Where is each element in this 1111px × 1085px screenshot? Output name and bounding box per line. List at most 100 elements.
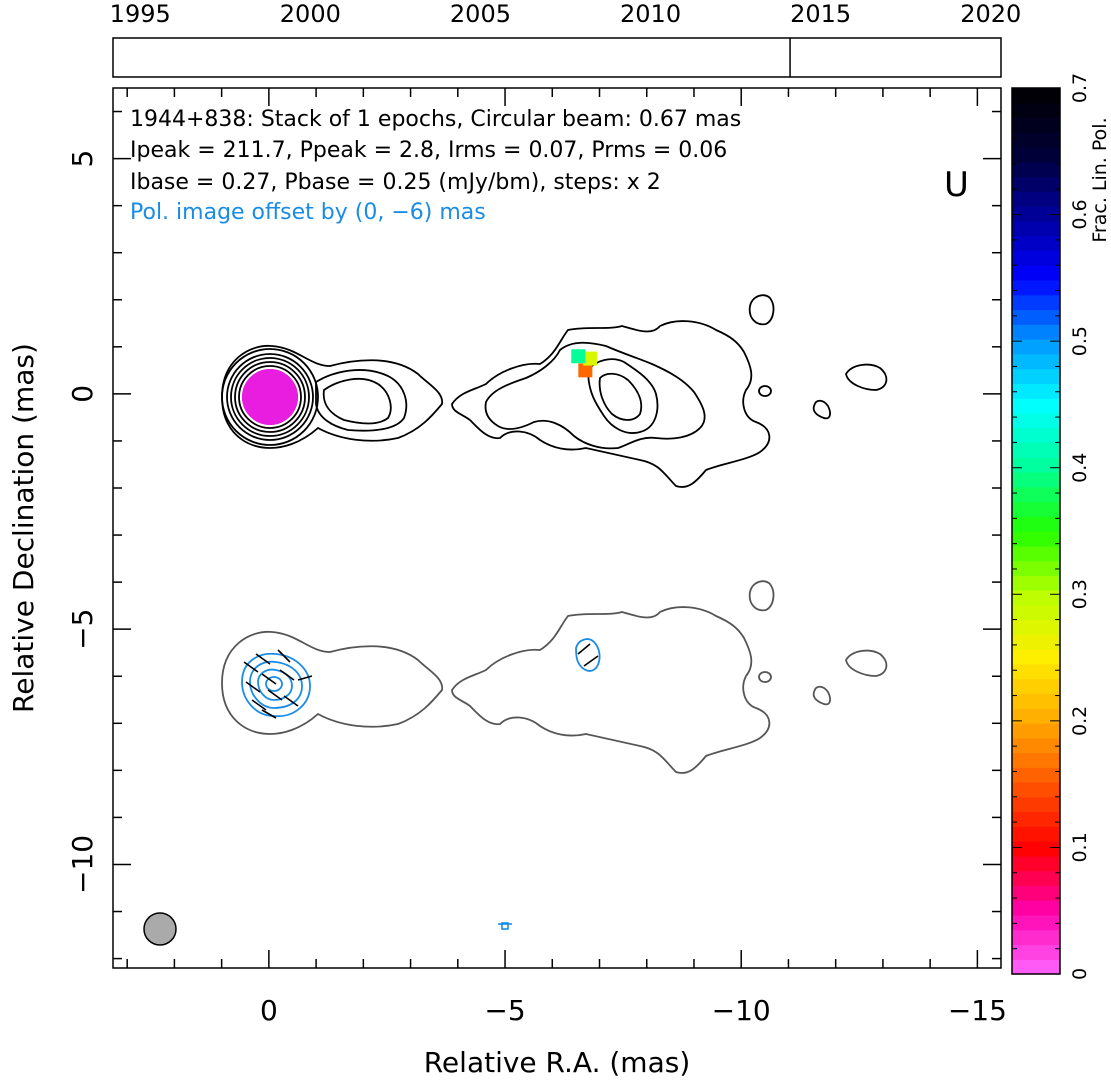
colorbar-band xyxy=(1012,590,1060,606)
evpa-vector xyxy=(267,689,283,701)
timeline-year-label: 2010 xyxy=(620,0,681,28)
annotation-line: Ibase = 0.27, Pbase = 0.25 (mJy/bm), ste… xyxy=(130,170,661,195)
colorbar-band xyxy=(1012,383,1060,399)
evpa-vectors xyxy=(243,643,599,719)
core-contour xyxy=(226,353,314,441)
colorbar-band xyxy=(1012,959,1060,975)
colorbar-frame xyxy=(1011,87,1061,975)
colorbar-band xyxy=(1012,870,1060,886)
jet-contour xyxy=(758,385,772,397)
timeline-year-labels: 1995 2000 2005 2010 2015 2020 xyxy=(110,0,1022,28)
evpa-vector xyxy=(583,655,599,667)
y-tick-label: 0 xyxy=(66,385,99,403)
jet-contour xyxy=(587,358,659,434)
colorbar-band xyxy=(1012,649,1060,665)
colorbar-band xyxy=(1012,309,1060,325)
annotation-block: 1944+838: Stack of 1 epochs, Circular be… xyxy=(130,107,741,225)
colorbar-band xyxy=(1012,678,1060,695)
plot-area: 1944+838: Stack of 1 epochs, Circular be… xyxy=(7,87,1007,1079)
annotation-line: Ipeak = 211.7, Ppeak = 2.8, Irms = 0.07,… xyxy=(130,138,727,163)
evpa-vector xyxy=(577,643,591,655)
colorbar-band xyxy=(1012,161,1060,178)
colorbar-band xyxy=(1012,737,1060,754)
colorbar-band xyxy=(1012,826,1060,842)
colorbar-band xyxy=(1012,663,1060,680)
offset-i-contour xyxy=(845,649,888,677)
y-tick-label: 5 xyxy=(66,150,99,168)
colorbar-band xyxy=(1012,929,1060,946)
offset-i-contour xyxy=(758,671,772,683)
colorbar-band xyxy=(1012,102,1060,119)
colorbar-band xyxy=(1012,782,1060,798)
jet-contour xyxy=(315,369,408,432)
offset-pol-image xyxy=(221,580,888,774)
colorbar-band xyxy=(1012,811,1060,827)
colorbar-band xyxy=(1012,722,1060,739)
colorbar-band xyxy=(1012,368,1060,384)
evpa-vector xyxy=(277,649,291,663)
jet-contour xyxy=(484,341,706,450)
jet-contour xyxy=(845,363,888,391)
colorbar-band xyxy=(1012,412,1060,429)
colorbar-tick-label: 0.1 xyxy=(1069,832,1091,862)
core-contour xyxy=(238,365,302,429)
colorbar-band xyxy=(1012,324,1060,340)
frac-pol-pixel xyxy=(583,351,598,366)
jet-contour xyxy=(812,399,831,420)
pol-contour xyxy=(257,668,293,701)
y-tick-label: −10 xyxy=(66,835,99,894)
colorbar-band xyxy=(1012,279,1060,296)
colorbar-band xyxy=(1012,457,1060,473)
pol-intensity-contours xyxy=(241,638,601,717)
colorbar-band xyxy=(1012,250,1060,266)
colorbar-band xyxy=(1012,265,1060,281)
frac-pol-pixel xyxy=(578,363,593,378)
core-contour xyxy=(230,357,310,437)
timeline-year-label: 2015 xyxy=(790,0,851,28)
evpa-vector xyxy=(245,681,261,693)
evpa-vector xyxy=(297,675,313,681)
offset-i-contour xyxy=(451,606,771,774)
colorbar-band xyxy=(1012,914,1060,931)
colorbar-band xyxy=(1012,634,1060,650)
evpa-vector xyxy=(261,673,277,685)
colorbar-band xyxy=(1012,486,1060,503)
timeline-box xyxy=(112,37,1002,78)
colorbar-band xyxy=(1012,531,1060,547)
colorbar-band xyxy=(1012,900,1060,916)
jet-contour xyxy=(748,294,775,326)
beam-circle xyxy=(143,912,177,946)
small-pol-feature xyxy=(498,922,512,930)
timeline-year-label: 2020 xyxy=(960,0,1021,28)
y-tick-labels: 5 0 −5 −10 xyxy=(66,150,99,894)
colorbar-band xyxy=(1012,471,1060,488)
colorbar-band xyxy=(1012,442,1060,458)
timeline-year-label: 1995 xyxy=(110,0,171,28)
colorbar-tick-label: 0.6 xyxy=(1069,199,1091,229)
source-label: U xyxy=(944,165,969,205)
x-tick-label: −5 xyxy=(484,994,525,1027)
offset-i-contour xyxy=(221,631,443,735)
pol-contour xyxy=(249,660,303,709)
colorbar-band xyxy=(1012,398,1060,414)
pol-artifact xyxy=(501,922,509,930)
colorbar-band xyxy=(1012,501,1060,517)
pol-offset-note: Pol. image offset by (0, −6) mas xyxy=(130,200,486,225)
colorbar-label: Frac. Lin. Pol. xyxy=(1089,117,1111,242)
colorbar-tick-label: 0 xyxy=(1069,968,1091,980)
plot-ticks xyxy=(113,88,1001,968)
colorbar-band xyxy=(1012,339,1060,355)
colorbar-band xyxy=(1012,796,1060,813)
colorbar-band xyxy=(1012,191,1060,207)
x-tick-label: −10 xyxy=(712,994,771,1027)
stokes-i-contours xyxy=(221,294,888,488)
evpa-vector xyxy=(255,653,271,665)
core-frac-pol-spot xyxy=(242,369,298,425)
colorbar-band xyxy=(1012,206,1060,222)
colorbar-band xyxy=(1012,545,1060,562)
evpa-vector xyxy=(243,661,259,673)
colorbar-tick-label: 0.5 xyxy=(1069,326,1091,356)
offset-i-contour xyxy=(812,685,831,706)
colorbar-band xyxy=(1012,752,1060,768)
x-tick-label: 0 xyxy=(260,994,278,1027)
